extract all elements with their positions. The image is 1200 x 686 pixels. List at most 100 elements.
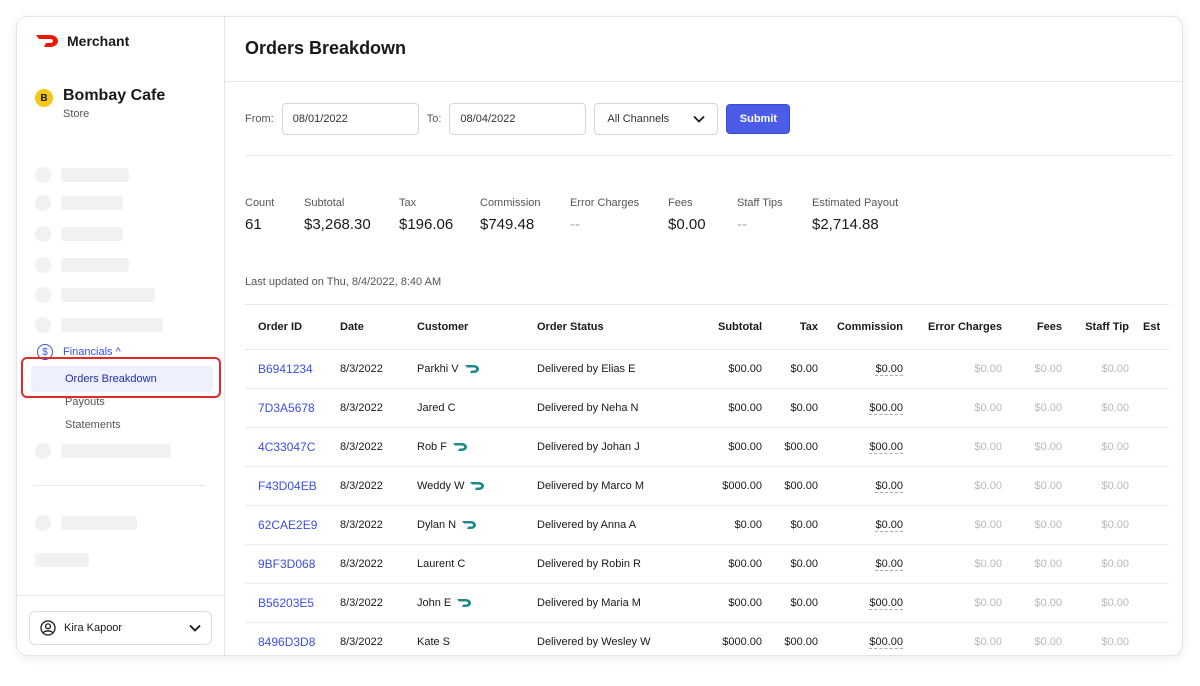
commission-cell[interactable]: $00.00 <box>818 388 903 428</box>
table-row[interactable]: 4C33047C 8/3/2022 Rob F Delivered by Johan … <box>245 427 1169 467</box>
order-id-link[interactable]: 9BF3D068 <box>245 544 340 584</box>
sidebar-divider <box>33 485 205 486</box>
tax-cell: $00.00 <box>762 427 818 467</box>
customer-cell: John E <box>417 583 537 623</box>
customer-name: Weddy W <box>417 480 465 492</box>
orders-table: Order ID Date Customer Order Status Subt… <box>245 304 1169 655</box>
sidebar-item-payouts[interactable]: Payouts <box>65 396 105 408</box>
column-header-date[interactable]: Date <box>340 304 417 350</box>
submit-button[interactable]: Submit <box>726 104 791 134</box>
commission-value[interactable]: $00.00 <box>869 441 903 454</box>
order-status: Delivered by Anna A <box>537 505 687 545</box>
customer-name: Laurent C <box>417 558 466 570</box>
page-title: Orders Breakdown <box>245 38 407 58</box>
table-row[interactable]: 7D3A5678 8/3/2022 Jared C Delivered by Neha… <box>245 388 1169 428</box>
staff-tip-cell: $0.00 <box>1062 388 1129 428</box>
sidebar-item-financials[interactable]: $ Financials ^ <box>37 344 121 360</box>
doordash-logo-icon <box>36 35 58 47</box>
user-name: Kira Kapoor <box>64 622 123 634</box>
column-header-error-charges[interactable]: Error Charges <box>903 304 1002 350</box>
brand-logo[interactable]: Merchant <box>35 33 129 49</box>
commission-value[interactable]: $00.00 <box>869 402 903 415</box>
sidebar-item-statements[interactable]: Statements <box>65 419 121 431</box>
commission-value[interactable]: $00.00 <box>869 597 903 610</box>
column-header-staff-tip[interactable]: Staff Tip <box>1062 304 1129 350</box>
to-date-input[interactable]: 08/04/2022 <box>449 103 587 135</box>
tax-cell: $00.00 <box>762 622 818 655</box>
column-header-order-id[interactable]: Order ID <box>245 304 340 350</box>
nav-placeholder <box>35 257 129 273</box>
commission-cell[interactable]: $0.00 <box>818 544 903 584</box>
fees-cell: $0.00 <box>1002 349 1062 389</box>
to-label: To: <box>426 113 442 125</box>
commission-cell[interactable]: $0.00 <box>818 466 903 506</box>
staff-tip-cell: $0.00 <box>1062 505 1129 545</box>
commission-cell[interactable]: $00.00 <box>818 427 903 467</box>
column-header-customer[interactable]: Customer <box>417 304 537 350</box>
column-header-subtotal[interactable]: Subtotal <box>687 304 762 350</box>
error-charges-cell: $0.00 <box>903 388 1002 428</box>
order-id-link[interactable]: F43D04EB <box>245 466 340 506</box>
table-row[interactable]: 62CAE2E9 8/3/2022 Dylan N Delivered by Anna… <box>245 505 1169 545</box>
table-row[interactable]: 9BF3D068 8/3/2022 Laurent C Delivered by Ro… <box>245 544 1169 584</box>
staff-tip-cell: $0.00 <box>1062 466 1129 506</box>
order-id-link[interactable]: 7D3A5678 <box>245 388 340 428</box>
commission-cell[interactable]: $0.00 <box>818 349 903 389</box>
table-row[interactable]: B6941234 8/3/2022 Parkhi V Delivered by Eli… <box>245 349 1169 389</box>
dollar-circle-icon: $ <box>37 344 53 360</box>
store-badge: B <box>35 89 53 107</box>
customer-name: Rob F <box>417 441 447 453</box>
customer-name: Dylan N <box>417 519 457 531</box>
sidebar-item-orders-breakdown[interactable]: Orders Breakdown <box>31 366 213 392</box>
customer-cell: Rob F <box>417 427 537 467</box>
table-row[interactable]: F43D04EB 8/3/2022 Weddy W Delivered by Marc… <box>245 466 1169 506</box>
stat-label: Tax <box>399 197 417 209</box>
stat-value: -- <box>570 216 580 233</box>
order-status: Delivered by Robin R <box>537 544 687 584</box>
customer-name: Parkhi V <box>417 363 459 375</box>
order-date: 8/3/2022 <box>340 544 417 584</box>
commission-value[interactable]: $0.00 <box>875 519 903 532</box>
stat-value: $196.06 <box>399 216 454 233</box>
commission-value[interactable]: $00.00 <box>869 636 903 649</box>
commission-value[interactable]: $0.00 <box>875 363 903 376</box>
commission-cell[interactable]: $0.00 <box>818 505 903 545</box>
order-status: Delivered by Maria M <box>537 583 687 623</box>
column-header-tax[interactable]: Tax <box>762 304 818 350</box>
sidebar: Merchant B Bombay Cafe Store $ Financial… <box>17 17 225 655</box>
table-row[interactable]: B56203E5 8/3/2022 John E Delivered by Maria… <box>245 583 1169 623</box>
stat-value: 61 <box>245 216 262 233</box>
order-id-link[interactable]: 8496D3D8 <box>245 622 340 655</box>
order-id-link[interactable]: 62CAE2E9 <box>245 505 340 545</box>
user-menu[interactable]: Kira Kapoor <box>29 611 212 645</box>
tax-cell: $0.00 <box>762 349 818 389</box>
channel-select[interactable]: All Channels <box>594 103 719 135</box>
from-date-input[interactable]: 08/01/2022 <box>281 103 419 135</box>
error-charges-cell: $0.00 <box>903 583 1002 623</box>
commission-cell[interactable]: $00.00 <box>818 622 903 655</box>
table-row[interactable]: 8496D3D8 8/3/2022 Kate S Delivered by Wesle… <box>245 622 1169 655</box>
order-date: 8/3/2022 <box>340 466 417 506</box>
store-switcher[interactable]: B Bombay Cafe Store <box>35 87 165 120</box>
tax-cell: $00.00 <box>762 466 818 506</box>
commission-value[interactable]: $0.00 <box>875 480 903 493</box>
column-header-order-status[interactable]: Order Status <box>537 304 687 350</box>
commission-cell[interactable]: $00.00 <box>818 583 903 623</box>
order-id-link[interactable]: B6941234 <box>245 349 340 389</box>
order-id-link[interactable]: B56203E5 <box>245 583 340 623</box>
nav-placeholder <box>35 226 123 242</box>
order-date: 8/3/2022 <box>340 427 417 467</box>
column-header-commission[interactable]: Commission <box>818 304 903 350</box>
customer-name: John E <box>417 597 452 609</box>
order-date: 8/3/2022 <box>340 349 417 389</box>
dasher-delivery-icon <box>457 599 472 608</box>
column-header-fees[interactable]: Fees <box>1002 304 1062 350</box>
fees-cell: $0.00 <box>1002 427 1062 467</box>
dasher-delivery-icon <box>470 482 485 491</box>
commission-value[interactable]: $0.00 <box>875 558 903 571</box>
column-header-estimated-payout[interactable]: Est <box>1129 304 1169 350</box>
estimated-payout-cell <box>1129 466 1169 506</box>
error-charges-cell: $0.00 <box>903 349 1002 389</box>
order-id-link[interactable]: 4C33047C <box>245 427 340 467</box>
error-charges-cell: $0.00 <box>903 427 1002 467</box>
